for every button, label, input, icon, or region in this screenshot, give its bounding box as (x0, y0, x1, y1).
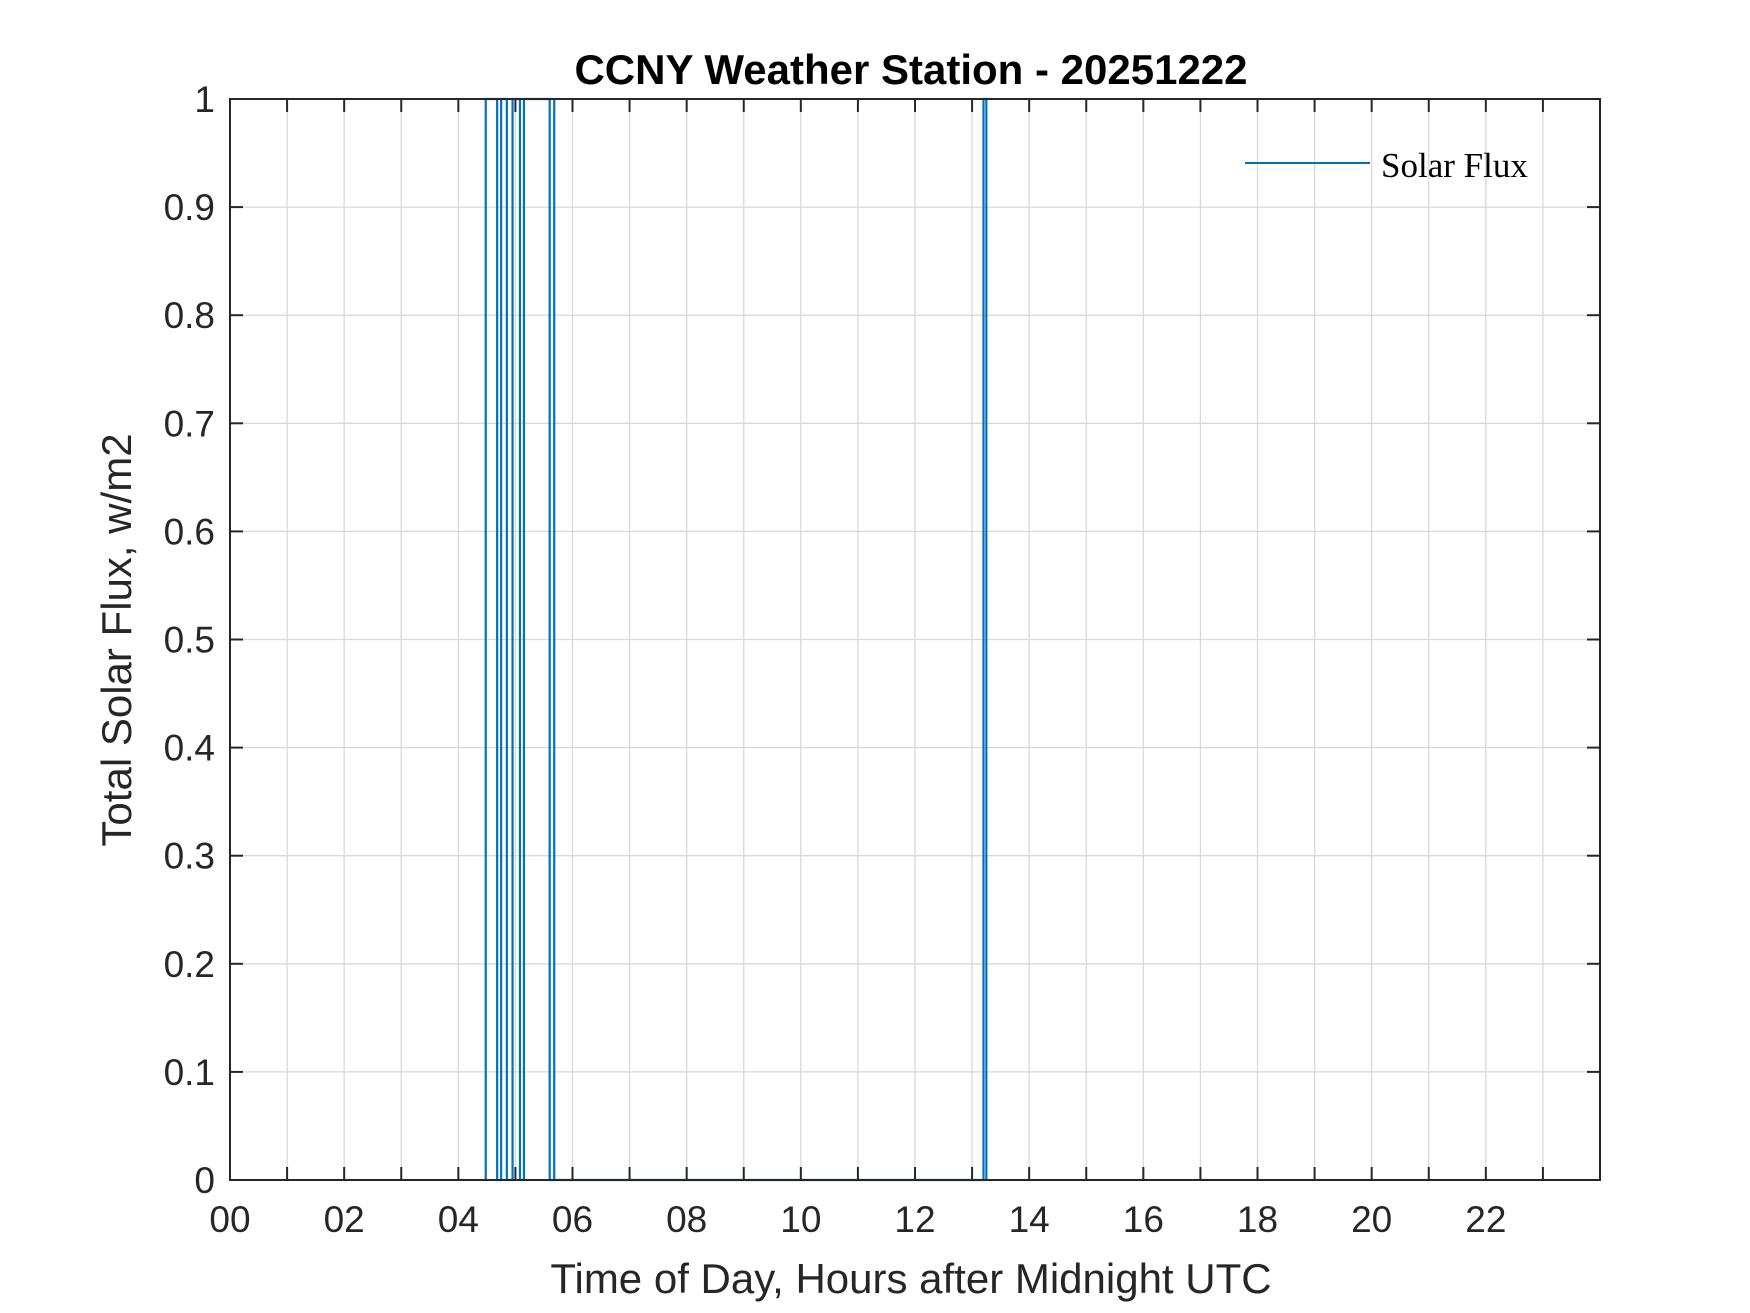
y-tick-label: 0.1 (164, 1052, 215, 1093)
axes (229, 98, 1601, 1181)
x-axis-label: Time of Day, Hours after Midnight UTC (550, 1255, 1271, 1302)
x-tick-label: 20 (1351, 1199, 1392, 1240)
legend: Solar Flux (1245, 146, 1528, 185)
x-tick-label: 14 (1009, 1199, 1050, 1240)
x-tick-label: 08 (666, 1199, 707, 1240)
y-tick-label: 0.4 (164, 728, 215, 769)
x-tick-label: 06 (552, 1199, 593, 1240)
x-tick-label: 00 (209, 1199, 250, 1240)
y-tick-label: 0.2 (164, 944, 215, 985)
chart-title: CCNY Weather Station - 20251222 (574, 46, 1247, 93)
x-tick-label: 10 (780, 1199, 821, 1240)
grid (230, 99, 1600, 1180)
legend-label-solar-flux: Solar Flux (1381, 146, 1528, 185)
y-tick-label: 0.6 (164, 511, 215, 552)
y-tick-label: 0.8 (164, 295, 215, 336)
x-tick-label: 02 (324, 1199, 365, 1240)
y-tick-label: 1 (194, 79, 215, 120)
y-tick-label: 0.5 (164, 620, 215, 661)
x-tick-label: 16 (1123, 1199, 1164, 1240)
y-tick-label: 0 (194, 1160, 215, 1201)
tick-labels: 00 02 04 06 08 10 12 14 16 18 20 22 0 0.1 0.2 0.3 0.4 0.5… (164, 79, 1507, 1240)
y-tick-label: 0.9 (164, 187, 215, 228)
x-tick-label: 12 (894, 1199, 935, 1240)
x-tick-label: 22 (1465, 1199, 1506, 1240)
y-tick-label: 0.3 (164, 836, 215, 877)
y-axis-label: Total Solar Flux, w/m2 (93, 433, 140, 846)
y-tick-label: 0.7 (164, 403, 215, 444)
x-tick-label: 04 (438, 1199, 479, 1240)
x-tick-label: 18 (1237, 1199, 1278, 1240)
